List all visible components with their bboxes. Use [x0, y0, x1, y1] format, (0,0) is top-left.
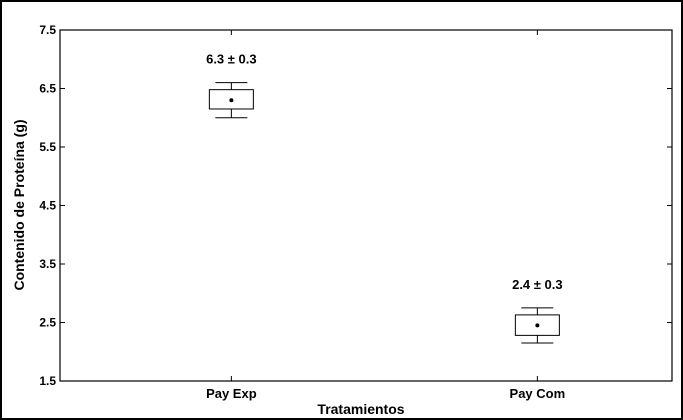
- mean-sd-annotation: 2.4 ± 0.3: [512, 277, 563, 292]
- x-axis-title: Tratamientos: [317, 401, 404, 417]
- box-group-pay-exp: 6.3 ± 0.3: [206, 52, 257, 119]
- y-axis: 1.5 2.5 3.5 4.5 5.5 6.5 7.5: [39, 23, 672, 388]
- x-category-label: Pay Com: [510, 386, 566, 401]
- y-tick-label: 6.5: [39, 82, 56, 96]
- y-tick-label: 4.5: [39, 199, 56, 213]
- mean-point: [229, 98, 234, 103]
- y-tick-label: 7.5: [39, 23, 56, 37]
- mean-point: [535, 323, 540, 328]
- y-axis-title: Contenido de Proteína (g): [11, 119, 27, 290]
- box-group-pay-com: 2.4 ± 0.3: [512, 277, 563, 344]
- boxes-layer: 6.3 ± 0.3 2.4 ± 0.3: [206, 52, 563, 344]
- x-category-label: Pay Exp: [206, 386, 257, 401]
- y-tick-label: 3.5: [39, 257, 56, 271]
- x-axis: Pay Exp Pay Com: [206, 30, 565, 401]
- y-tick-label: 2.5: [39, 316, 56, 330]
- y-tick-label: 5.5: [39, 140, 56, 154]
- plot-area-frame: [59, 29, 673, 382]
- mean-sd-annotation: 6.3 ± 0.3: [206, 52, 257, 67]
- y-tick-label: 1.5: [39, 374, 56, 388]
